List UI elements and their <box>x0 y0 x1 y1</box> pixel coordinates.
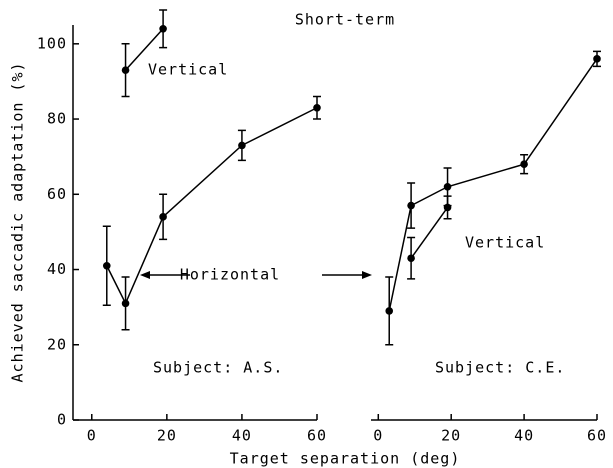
data-point <box>520 160 528 168</box>
data-point <box>385 307 394 315</box>
data-point <box>443 203 452 212</box>
data-point <box>121 66 130 74</box>
y-tick-label: 20 <box>47 335 67 353</box>
annotation: Vertical <box>465 234 545 252</box>
y-tick-label: 100 <box>37 34 67 52</box>
y-tick-label: 80 <box>47 110 67 128</box>
data-point <box>407 201 415 210</box>
data-point <box>159 24 167 33</box>
x-tick-label: 60 <box>307 427 327 445</box>
annotation: Vertical <box>148 61 228 79</box>
y-tick-label: 40 <box>47 260 67 278</box>
annotation: Subject: A.S. <box>153 359 283 377</box>
series-line <box>124 28 164 71</box>
x-tick-label: 20 <box>441 427 461 445</box>
x-tick-label: 60 <box>587 427 607 445</box>
data-point <box>102 261 111 270</box>
x-tick-label: 20 <box>157 427 177 445</box>
arrows <box>140 271 372 279</box>
arrow-head <box>362 271 372 279</box>
annotation: Subject: C.E. <box>435 359 565 377</box>
x-tick-label: 0 <box>87 427 97 445</box>
annotation: Horizontal <box>180 266 280 284</box>
series-line <box>388 58 598 312</box>
data-point <box>443 182 452 191</box>
x-tick-label: 40 <box>514 427 534 445</box>
series-line <box>410 207 449 259</box>
y-tick-label: 60 <box>47 185 67 203</box>
y-axis-label: Achieved saccadic adaptation (%) <box>9 62 27 383</box>
y-tick-label: 0 <box>57 411 67 429</box>
data-point <box>407 254 415 263</box>
arrow-head <box>140 271 150 279</box>
x-axis-label: Target separation (deg) <box>230 450 461 468</box>
x-tick-label: 40 <box>232 427 252 445</box>
data-point <box>121 299 130 308</box>
x-tick-label: 0 <box>373 427 383 445</box>
data-point <box>238 141 246 150</box>
chart-title: Short-term <box>295 11 395 29</box>
data-point <box>593 55 601 63</box>
data-point <box>159 213 167 221</box>
data-point <box>313 103 321 112</box>
